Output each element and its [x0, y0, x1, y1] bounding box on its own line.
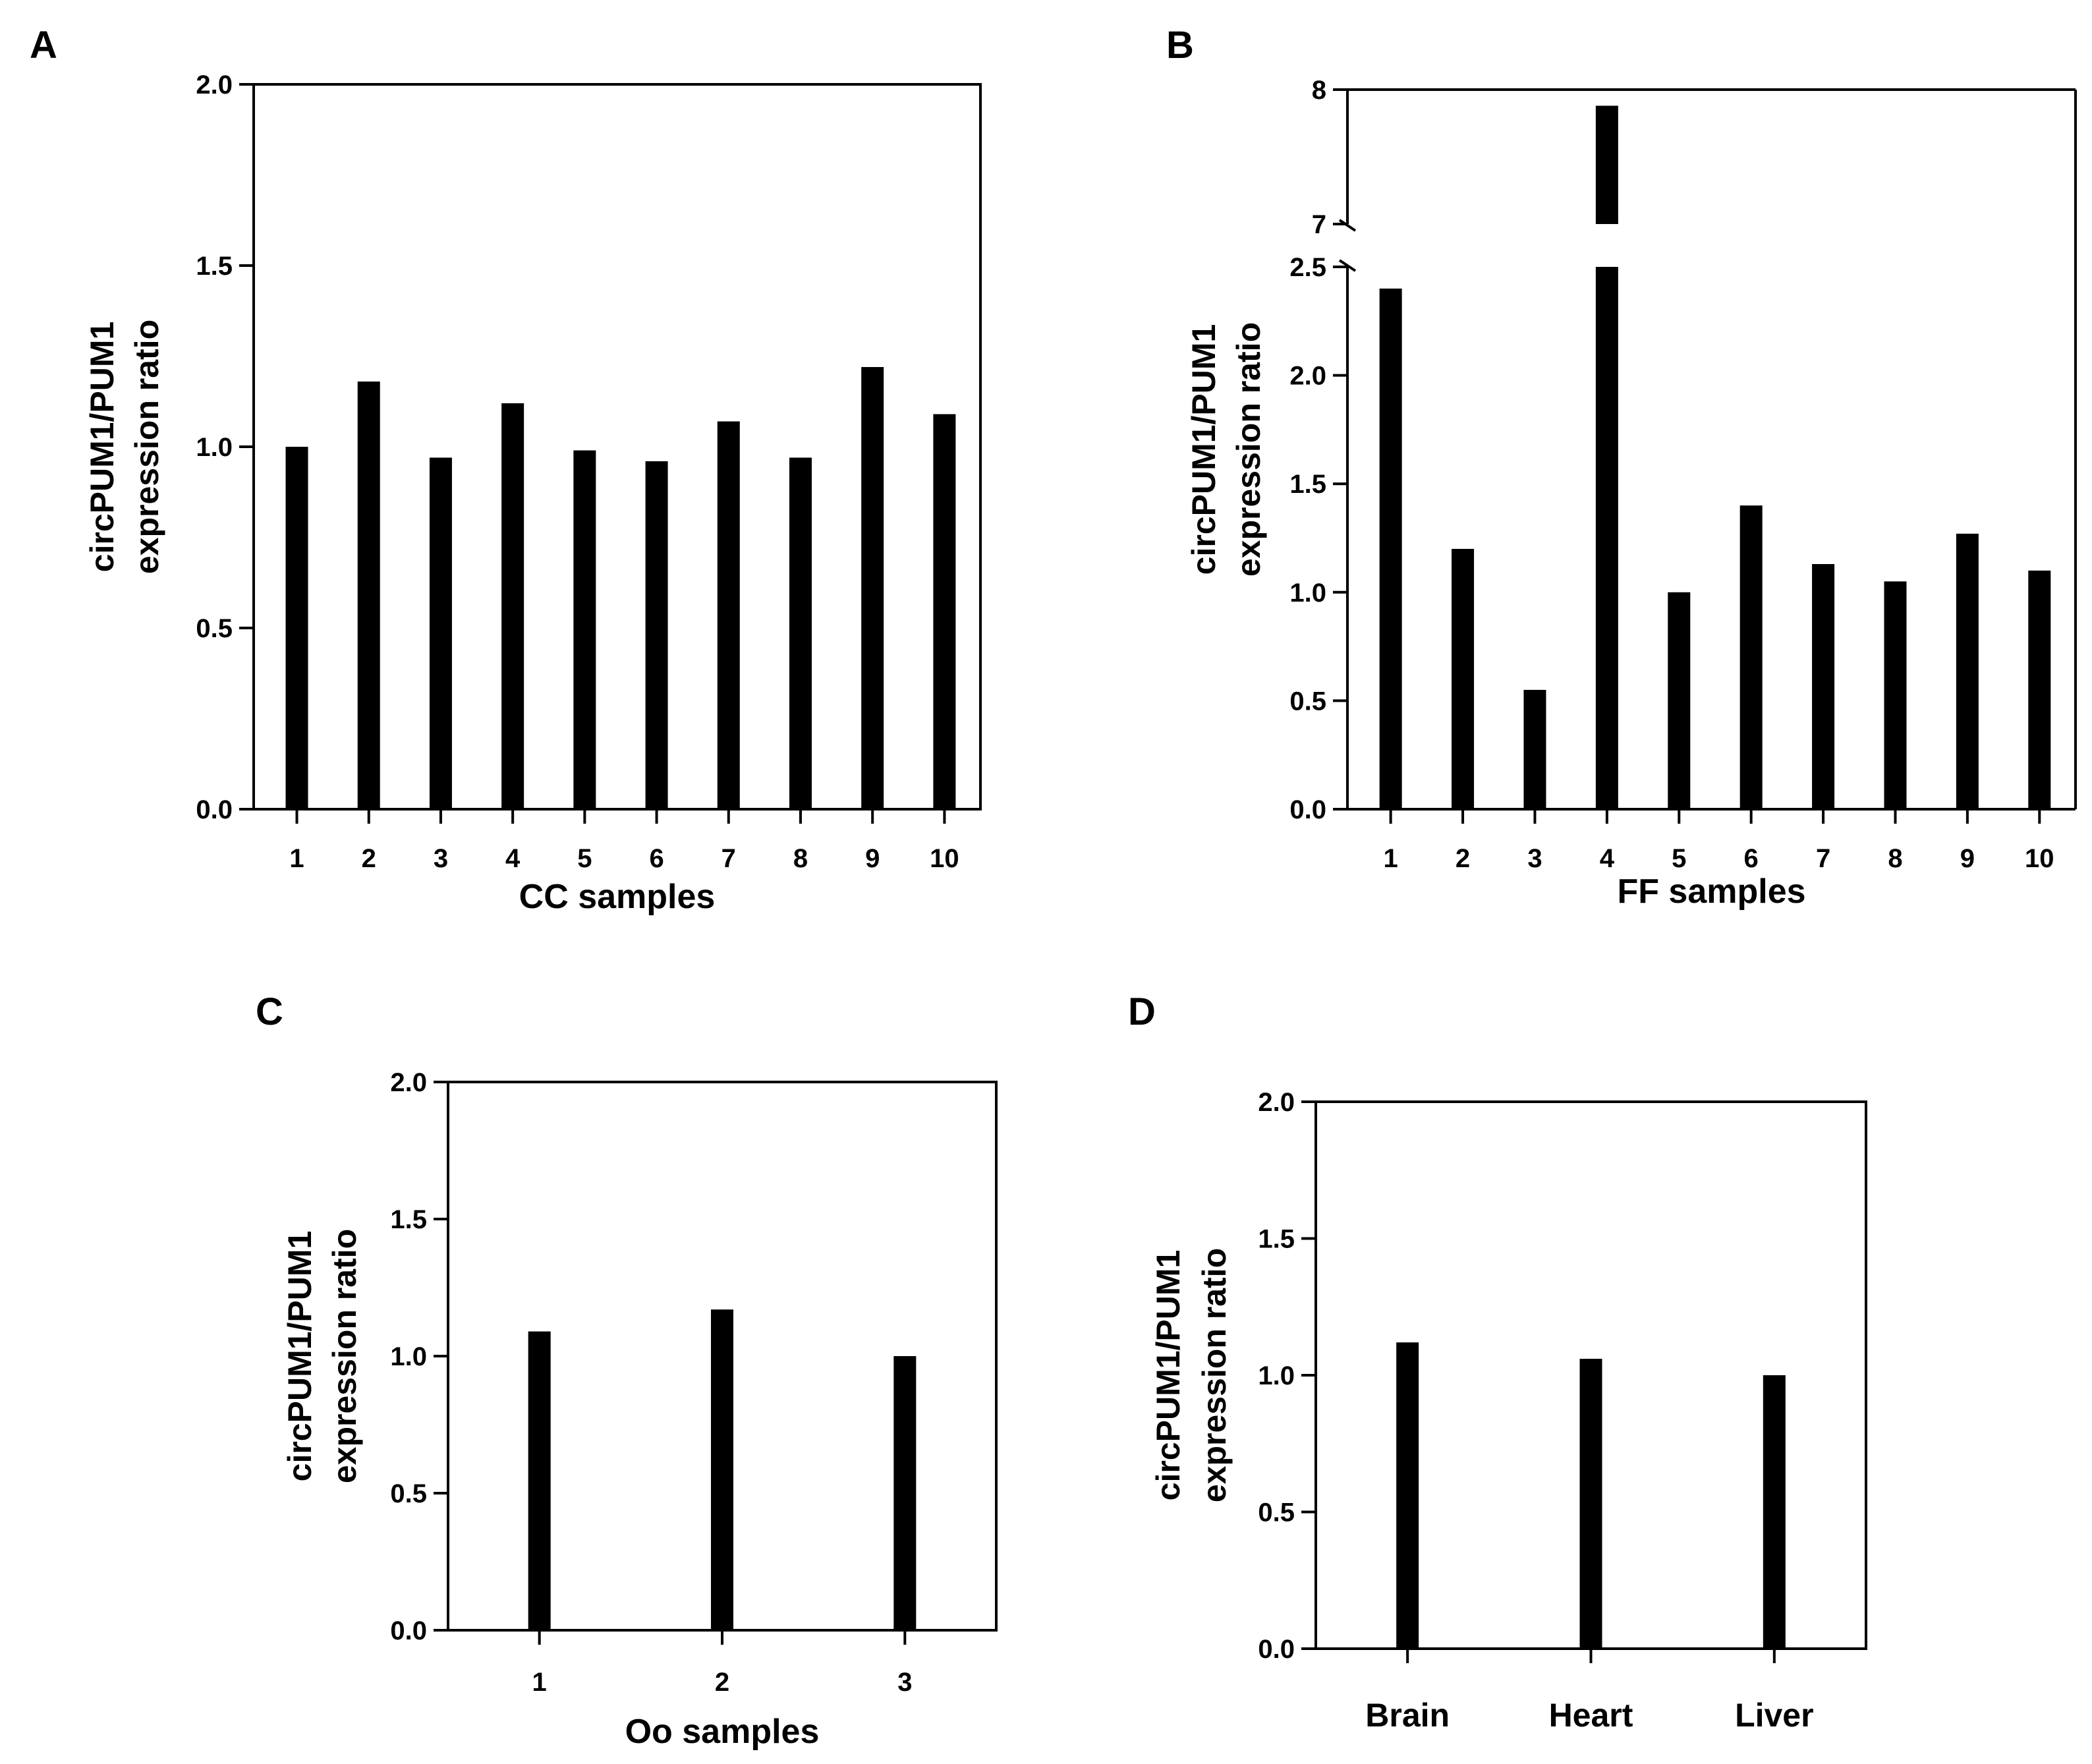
y-tick-label: 1.5: [390, 1205, 427, 1234]
y-tick-label: 0.0: [390, 1616, 427, 1645]
bar: [1595, 267, 1618, 809]
y-tick-label: 2.0: [1258, 1088, 1295, 1117]
x-axis-title: Oo samples: [625, 1713, 820, 1751]
x-tick-label: 7: [721, 844, 736, 873]
y-tick-label: 1.5: [1289, 470, 1326, 499]
x-tick-label: 2: [1456, 844, 1470, 873]
panel-b-chart: B 0.0 0.5 1.0 1.5 2.0 2.5 7 8 1 2 3 4 5 6 7 8 9 10 FF sampl…: [1166, 24, 2077, 911]
y-axis-title: circPUM1/PUM1: [1150, 1250, 1187, 1501]
y-tick-label: 1.0: [1289, 579, 1326, 608]
bar: [1739, 505, 1763, 809]
y-axis-title: expression ratio: [1230, 322, 1267, 577]
y-axis-title: expression ratio: [1196, 1248, 1233, 1502]
panel-label: C: [256, 990, 283, 1033]
x-tick-label: 5: [577, 844, 592, 873]
bar: [429, 457, 452, 809]
x-tick-label: 4: [505, 844, 521, 873]
y-tick-label: 2.0: [196, 71, 233, 100]
y-axis-title: circPUM1/PUM1: [84, 322, 121, 573]
y-tick-label: 0.0: [196, 795, 233, 824]
x-tick-label: Brain: [1365, 1697, 1450, 1734]
x-tick-label: 1: [289, 844, 304, 873]
x-tick-label: Liver: [1735, 1697, 1814, 1734]
x-axis-title: FF samples: [1617, 872, 1805, 911]
y-tick-label: 8: [1312, 76, 1326, 105]
bar: [861, 367, 884, 809]
bar: [357, 382, 380, 809]
x-tick-label: 7: [1816, 844, 1830, 873]
x-tick-label: 2: [715, 1668, 729, 1697]
y-tick-label: 0.0: [1289, 795, 1326, 824]
y-tick-label: 2.0: [1289, 362, 1326, 391]
x-tick-label: 2: [362, 844, 376, 873]
bar: [1956, 533, 1979, 809]
y-tick-label: 0.5: [390, 1479, 427, 1508]
bar: [1379, 288, 1402, 809]
bar: [573, 450, 596, 809]
x-tick-label: 6: [649, 844, 664, 873]
bar: [1579, 1359, 1602, 1649]
y-tick-label: 1.5: [1258, 1225, 1295, 1254]
y-tick-label: 2.5: [1289, 253, 1326, 282]
bar: [1452, 548, 1475, 809]
bar: [893, 1356, 917, 1630]
panel-a-chart: A 0.0 0.5 1.0 1.5 2.0 1 2 3 4 5 6 7 8 9 10 CC samples cir…: [30, 24, 982, 916]
bar: [789, 457, 812, 809]
x-tick-label: 10: [2025, 844, 2054, 873]
y-axis-title: expression ratio: [128, 320, 165, 574]
y-tick-label: 1.5: [196, 252, 233, 281]
y-tick-label: 2.0: [390, 1068, 427, 1097]
y-tick-label: 0.5: [196, 614, 233, 643]
y-axis-title: expression ratio: [326, 1229, 363, 1483]
x-tick-label: 3: [897, 1668, 912, 1697]
x-tick-label: 1: [1384, 844, 1398, 873]
y-tick-label: 0.5: [1258, 1498, 1295, 1527]
x-tick-label: Heart: [1549, 1697, 1633, 1734]
y-axis-title: circPUM1/PUM1: [281, 1231, 318, 1482]
y-tick-label: 0.5: [1289, 687, 1326, 716]
bar: [1812, 564, 1835, 809]
bar: [1884, 581, 1907, 809]
x-tick-label: 10: [930, 844, 959, 873]
bar-upper-segment: [1595, 105, 1618, 224]
x-tick-label: 6: [1744, 844, 1759, 873]
panel-d-chart: D 0.0 0.5 1.0 1.5 2.0 Brain Heart Liver circPUM1/…: [1128, 990, 1867, 1734]
bar: [717, 421, 740, 809]
bar: [1668, 592, 1691, 809]
x-tick-label: 1: [532, 1668, 547, 1697]
x-tick-label: 4: [1600, 844, 1615, 873]
bar: [501, 403, 524, 809]
panel-label: A: [30, 24, 57, 67]
x-tick-label: 9: [1960, 844, 1975, 873]
bar: [2028, 570, 2051, 809]
bar: [645, 461, 668, 809]
y-tick-label: 7: [1312, 210, 1326, 239]
x-axis-title: CC samples: [519, 878, 716, 916]
panel-label: B: [1166, 24, 1194, 67]
y-axis-title: circPUM1/PUM1: [1185, 324, 1222, 575]
bar: [933, 414, 956, 809]
panel-c-chart: C 0.0 0.5 1.0 1.5 2.0 1 2 3 Oo samples circPUM1/PU…: [256, 990, 998, 1751]
y-tick-label: 1.0: [1258, 1361, 1295, 1390]
panel-label: D: [1128, 990, 1156, 1033]
y-tick-label: 1.0: [390, 1342, 427, 1371]
x-tick-label: 5: [1672, 844, 1686, 873]
y-tick-label: 1.0: [196, 433, 233, 462]
x-tick-label: 9: [865, 844, 880, 873]
x-tick-label: 8: [793, 844, 808, 873]
bar: [528, 1331, 551, 1630]
bar: [285, 447, 308, 809]
bar: [1396, 1342, 1419, 1649]
x-tick-label: 3: [434, 844, 448, 873]
x-tick-label: 8: [1888, 844, 1902, 873]
bar: [1523, 689, 1546, 809]
y-tick-label: 0.0: [1258, 1635, 1295, 1664]
x-tick-label: 3: [1527, 844, 1542, 873]
bar: [1763, 1375, 1786, 1649]
bar: [711, 1309, 733, 1630]
